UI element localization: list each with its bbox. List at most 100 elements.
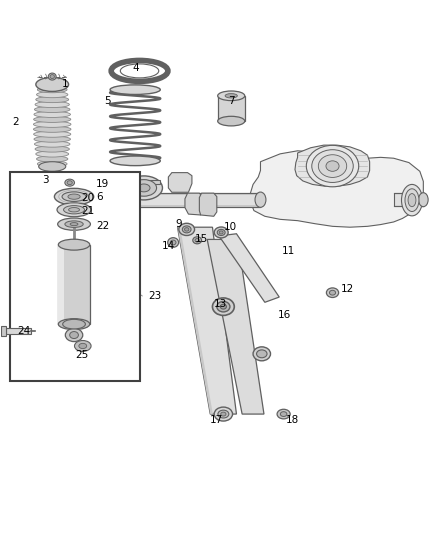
Polygon shape bbox=[394, 193, 424, 206]
Ellipse shape bbox=[70, 223, 78, 225]
Ellipse shape bbox=[225, 94, 237, 98]
Ellipse shape bbox=[408, 193, 416, 207]
Ellipse shape bbox=[37, 161, 67, 167]
Polygon shape bbox=[58, 245, 90, 324]
Ellipse shape bbox=[168, 238, 179, 247]
Text: 5: 5 bbox=[105, 96, 111, 107]
Text: 18: 18 bbox=[286, 415, 299, 425]
Ellipse shape bbox=[110, 156, 160, 166]
Polygon shape bbox=[218, 96, 245, 121]
Polygon shape bbox=[168, 173, 192, 192]
Ellipse shape bbox=[326, 161, 339, 171]
Text: 19: 19 bbox=[96, 180, 109, 189]
Ellipse shape bbox=[34, 111, 71, 117]
Text: 23: 23 bbox=[148, 291, 162, 301]
Ellipse shape bbox=[182, 226, 191, 233]
Ellipse shape bbox=[35, 141, 70, 147]
Ellipse shape bbox=[110, 85, 160, 94]
Polygon shape bbox=[1, 326, 6, 336]
Ellipse shape bbox=[62, 192, 86, 201]
Ellipse shape bbox=[257, 350, 267, 358]
Ellipse shape bbox=[214, 227, 228, 238]
Ellipse shape bbox=[34, 131, 71, 138]
Ellipse shape bbox=[253, 347, 271, 361]
Ellipse shape bbox=[277, 409, 290, 419]
Text: 17: 17 bbox=[209, 415, 223, 425]
Polygon shape bbox=[58, 245, 64, 324]
Ellipse shape bbox=[39, 161, 66, 171]
Ellipse shape bbox=[58, 239, 90, 250]
Ellipse shape bbox=[402, 184, 423, 216]
Polygon shape bbox=[25, 193, 261, 207]
Ellipse shape bbox=[58, 218, 90, 230]
Polygon shape bbox=[177, 227, 237, 414]
Text: 15: 15 bbox=[195, 235, 208, 245]
Text: 20: 20 bbox=[81, 192, 95, 203]
Ellipse shape bbox=[36, 96, 69, 103]
Text: 24: 24 bbox=[17, 326, 31, 336]
Text: 25: 25 bbox=[75, 350, 88, 360]
Ellipse shape bbox=[120, 64, 159, 78]
Polygon shape bbox=[6, 328, 31, 334]
Ellipse shape bbox=[33, 121, 71, 127]
Text: 13: 13 bbox=[214, 298, 227, 309]
Bar bbox=[11, 172, 141, 381]
Polygon shape bbox=[177, 227, 213, 414]
Ellipse shape bbox=[36, 156, 68, 162]
Ellipse shape bbox=[69, 207, 80, 212]
Polygon shape bbox=[185, 193, 204, 215]
Ellipse shape bbox=[125, 176, 162, 200]
Ellipse shape bbox=[35, 146, 69, 152]
Text: 3: 3 bbox=[42, 175, 49, 185]
Text: 4: 4 bbox=[133, 63, 139, 73]
Text: 9: 9 bbox=[176, 219, 182, 229]
Text: 11: 11 bbox=[283, 246, 296, 256]
Ellipse shape bbox=[48, 73, 56, 80]
Ellipse shape bbox=[65, 179, 74, 186]
Ellipse shape bbox=[184, 228, 189, 231]
Text: 12: 12 bbox=[340, 284, 353, 294]
Ellipse shape bbox=[221, 412, 226, 416]
Text: 21: 21 bbox=[81, 206, 95, 216]
Ellipse shape bbox=[318, 155, 347, 177]
Ellipse shape bbox=[57, 203, 91, 217]
Ellipse shape bbox=[306, 146, 359, 187]
Ellipse shape bbox=[22, 194, 30, 205]
Text: 6: 6 bbox=[96, 192, 102, 201]
Text: 22: 22 bbox=[96, 221, 109, 231]
Text: 1: 1 bbox=[62, 79, 69, 89]
Ellipse shape bbox=[218, 410, 229, 418]
Text: 16: 16 bbox=[278, 310, 291, 320]
Ellipse shape bbox=[220, 304, 226, 309]
Ellipse shape bbox=[312, 150, 353, 182]
Ellipse shape bbox=[63, 319, 85, 329]
Ellipse shape bbox=[33, 126, 71, 132]
Polygon shape bbox=[199, 193, 217, 216]
Polygon shape bbox=[25, 193, 261, 195]
Ellipse shape bbox=[36, 77, 69, 92]
Ellipse shape bbox=[195, 239, 199, 242]
Ellipse shape bbox=[70, 332, 78, 338]
Polygon shape bbox=[127, 180, 160, 183]
Ellipse shape bbox=[37, 87, 67, 93]
Ellipse shape bbox=[179, 223, 194, 236]
Ellipse shape bbox=[68, 194, 80, 199]
Ellipse shape bbox=[42, 174, 49, 179]
Ellipse shape bbox=[217, 302, 230, 312]
Ellipse shape bbox=[138, 184, 150, 192]
Ellipse shape bbox=[50, 75, 54, 78]
Ellipse shape bbox=[35, 101, 69, 108]
Ellipse shape bbox=[419, 193, 428, 207]
Ellipse shape bbox=[34, 116, 71, 123]
Text: 10: 10 bbox=[223, 222, 237, 232]
Ellipse shape bbox=[218, 116, 245, 126]
Polygon shape bbox=[207, 239, 264, 414]
Ellipse shape bbox=[74, 341, 91, 351]
Ellipse shape bbox=[170, 240, 176, 245]
Text: 2: 2 bbox=[12, 117, 19, 127]
Ellipse shape bbox=[405, 189, 419, 212]
Ellipse shape bbox=[35, 107, 70, 112]
Ellipse shape bbox=[58, 319, 90, 329]
Polygon shape bbox=[25, 205, 261, 207]
Ellipse shape bbox=[20, 191, 32, 208]
